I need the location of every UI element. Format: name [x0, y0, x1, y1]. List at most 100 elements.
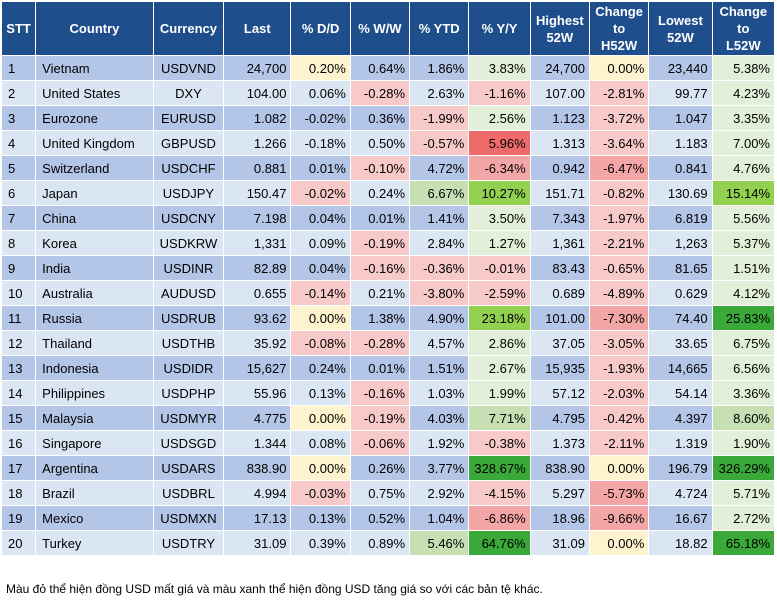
currency-cell: USDSGD [152, 430, 225, 456]
header-country: Country [35, 1, 154, 56]
change-l52w-cell: 3.36% [711, 380, 776, 406]
change-l52w-cell: 3.35% [711, 105, 776, 131]
change-h52w-cell: -4.89% [588, 280, 650, 306]
currency-cell: USDTRY [152, 530, 225, 556]
last-cell: 1,331 [223, 230, 292, 256]
yy-cell: -6.34% [468, 155, 531, 181]
yy-cell: -0.38% [468, 430, 531, 456]
header-ch-line3: H52W [601, 38, 638, 53]
last-cell: 4.775 [223, 405, 292, 431]
last-cell: 0.881 [223, 155, 292, 181]
highest-52w-cell: 107.00 [529, 80, 590, 106]
dd-cell: 0.01% [290, 155, 351, 181]
header-lowest-52w: Lowest 52W [648, 1, 713, 56]
dd-cell: -0.02% [290, 105, 351, 131]
lowest-52w-cell: 0.629 [648, 280, 713, 306]
dd-cell: -0.03% [290, 480, 351, 506]
ww-cell: 0.01% [349, 205, 411, 231]
dd-cell: 0.04% [290, 255, 351, 281]
lowest-52w-cell: 23,440 [648, 55, 713, 81]
country-cell: Mexico [35, 505, 154, 531]
highest-52w-cell: 0.942 [529, 155, 590, 181]
header-ch-line2: to [612, 21, 626, 36]
ytd-cell: 2.92% [409, 480, 470, 506]
change-l52w-cell: 4.76% [711, 155, 776, 181]
stt-cell: 16 [0, 430, 37, 456]
last-cell: 4.994 [223, 480, 292, 506]
dd-cell: 0.08% [290, 430, 351, 456]
ww-cell: 0.64% [349, 55, 411, 81]
table-row: 12 Thailand USDTHB 35.92 -0.08% -0.28% 4.57% 2.… [0, 330, 776, 356]
dd-cell: 0.13% [290, 380, 351, 406]
last-cell: 31.09 [223, 530, 292, 556]
dd-cell: 0.00% [290, 305, 351, 331]
lowest-52w-cell: 0.841 [648, 155, 713, 181]
yy-cell: 1.99% [468, 380, 531, 406]
header-cl-line2: to [737, 21, 750, 36]
ww-cell: 0.89% [349, 530, 411, 556]
dd-cell: 0.00% [290, 405, 351, 431]
country-cell: India [35, 255, 154, 281]
lowest-52w-cell: 1.047 [648, 105, 713, 131]
currency-cell: USDRUB [152, 305, 225, 331]
dd-cell: 0.39% [290, 530, 351, 556]
change-l52w-cell: 6.75% [711, 330, 776, 356]
country-cell: United States [35, 80, 154, 106]
table-row: 18 Brazil USDBRL 4.994 -0.03% 0.75% 2.92% -4.15… [0, 480, 776, 506]
change-h52w-cell: -1.93% [588, 355, 650, 381]
table-row: 9 India USDINR 82.89 0.04% -0.16% -0.36% -0.01%… [0, 255, 776, 281]
yy-cell: 2.56% [468, 105, 531, 131]
header-change-l52w: Change to L52W [711, 1, 776, 56]
table-row: 14 Philippines USDPHP 55.96 0.13% -0.16% 1.03%… [0, 380, 776, 406]
currency-cell: USDMXN [152, 505, 225, 531]
table-row: 8 Korea USDKRW 1,331 0.09% -0.19% 2.84% 1.27% 1,… [0, 230, 776, 256]
ww-cell: 0.21% [349, 280, 411, 306]
change-h52w-cell: 0.00% [588, 55, 650, 81]
ww-cell: 0.24% [349, 180, 411, 206]
ytd-cell: 2.63% [409, 80, 470, 106]
country-cell: Brazil [35, 480, 154, 506]
highest-52w-cell: 5.297 [529, 480, 590, 506]
currency-table: STT Country Currency Last % D/D % W/W % … [0, 1, 776, 556]
yy-cell: -2.59% [468, 280, 531, 306]
lowest-52w-cell: 4.397 [648, 405, 713, 431]
last-cell: 17.13 [223, 505, 292, 531]
change-h52w-cell: -3.72% [588, 105, 650, 131]
currency-cell: USDJPY [152, 180, 225, 206]
currency-cell: EURUSD [152, 105, 225, 131]
ww-cell: 0.75% [349, 480, 411, 506]
stt-cell: 9 [0, 255, 37, 281]
currency-cell: USDINR [152, 255, 225, 281]
dd-cell: -0.18% [290, 130, 351, 156]
country-cell: Eurozone [35, 105, 154, 131]
yy-cell: 7.71% [468, 405, 531, 431]
last-cell: 104.00 [223, 80, 292, 106]
dd-cell: 0.09% [290, 230, 351, 256]
stt-cell: 2 [0, 80, 37, 106]
change-h52w-cell: -2.81% [588, 80, 650, 106]
header-yy: % Y/Y [468, 1, 531, 56]
ww-cell: -0.19% [349, 405, 411, 431]
change-h52w-cell: -2.21% [588, 230, 650, 256]
change-h52w-cell: -9.66% [588, 505, 650, 531]
stt-cell: 8 [0, 230, 37, 256]
ww-cell: 0.52% [349, 505, 411, 531]
change-h52w-cell: -2.03% [588, 380, 650, 406]
yy-cell: 10.27% [468, 180, 531, 206]
ytd-cell: -1.99% [409, 105, 470, 131]
last-cell: 838.90 [223, 455, 292, 481]
highest-52w-cell: 0.689 [529, 280, 590, 306]
footnote: Màu đỏ thể hiện đồng USD mất giá và màu … [6, 582, 543, 596]
change-h52w-cell: -3.64% [588, 130, 650, 156]
ww-cell: -0.19% [349, 230, 411, 256]
change-l52w-cell: 1.51% [711, 255, 776, 281]
ytd-cell: 4.72% [409, 155, 470, 181]
ytd-cell: 1.03% [409, 380, 470, 406]
yy-cell: 328.67% [468, 455, 531, 481]
change-h52w-cell: 0.00% [588, 530, 650, 556]
highest-52w-cell: 15,935 [529, 355, 590, 381]
ytd-cell: 6.67% [409, 180, 470, 206]
header-change-h52w: Change to H52W [588, 1, 650, 56]
header-currency: Currency [152, 1, 225, 56]
